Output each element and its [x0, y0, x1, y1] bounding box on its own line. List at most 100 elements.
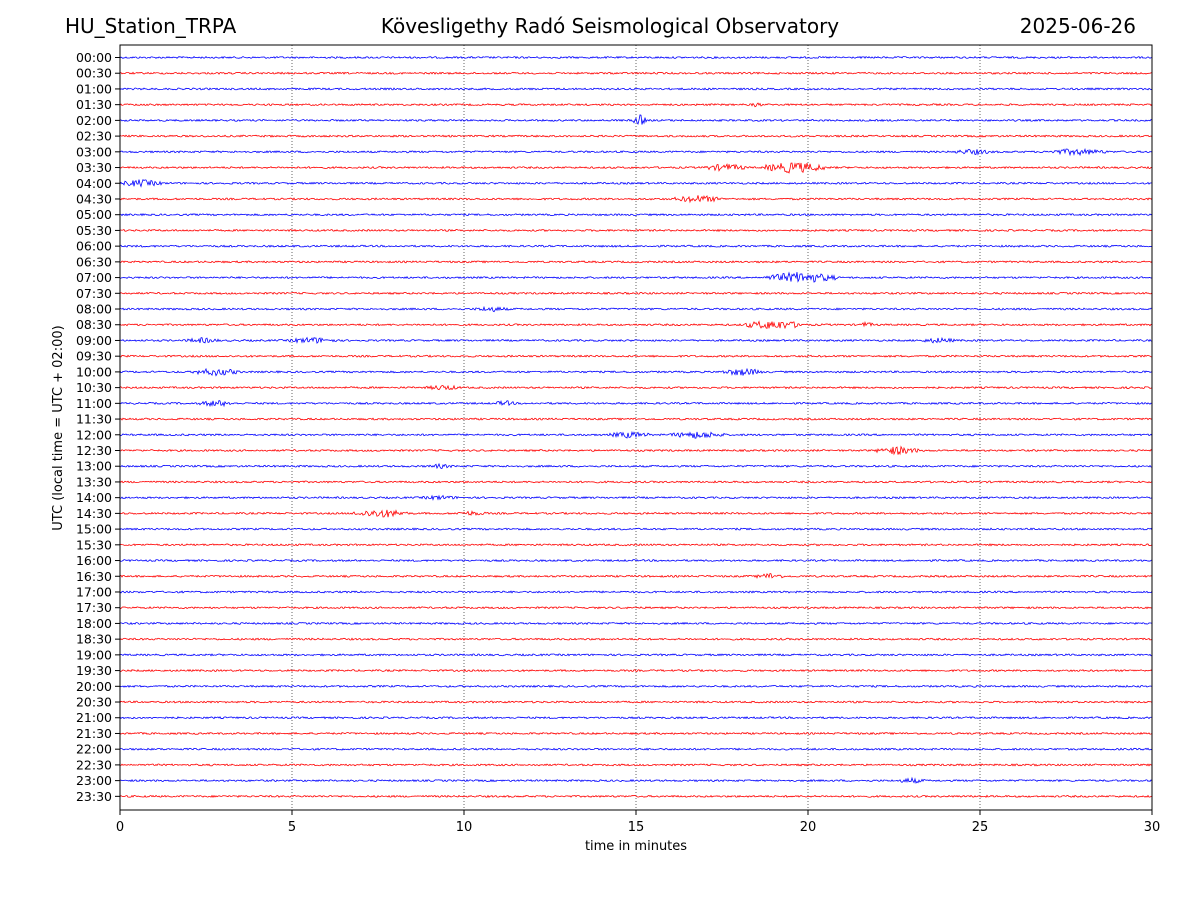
y-tick-label: 11:00 — [76, 396, 112, 411]
grid-lines — [291, 45, 981, 810]
trace-20:30 — [119, 700, 1153, 704]
y-tick-label: 02:00 — [76, 113, 112, 128]
trace-15:30 — [119, 543, 1153, 547]
y-tick-label: 09:30 — [76, 349, 112, 364]
y-tick-label: 07:00 — [76, 270, 112, 285]
y-tick-label: 12:00 — [76, 427, 112, 442]
observatory-title: Kövesligethy Radó Seismological Observat… — [380, 14, 840, 38]
trace-14:30 — [119, 509, 1153, 518]
x-tick-label: 20 — [800, 820, 817, 835]
y-tick-label: 17:00 — [76, 584, 112, 599]
y-axis-label: UTC (local time = UTC + 02:00) — [51, 325, 66, 530]
trace-11:30 — [119, 417, 1153, 421]
y-tick-label: 16:00 — [76, 553, 112, 568]
x-tick-label: 15 — [628, 820, 645, 835]
y-tick-label: 21:30 — [76, 726, 112, 741]
trace-02:00 — [119, 114, 1153, 125]
trace-17:30 — [119, 606, 1153, 610]
y-tick-label: 01:00 — [76, 81, 112, 96]
y-tick-label: 00:30 — [76, 66, 112, 81]
trace-10:30 — [119, 384, 1153, 391]
y-tick-label: 10:30 — [76, 380, 112, 395]
trace-22:30 — [119, 763, 1153, 767]
trace-19:00 — [119, 653, 1153, 657]
x-tick-label: 10 — [456, 820, 473, 835]
y-tick-label: 05:30 — [76, 223, 112, 238]
y-tick-label: 20:00 — [76, 679, 112, 694]
y-tick-label: 20:30 — [76, 695, 112, 710]
y-tick-label: 06:00 — [76, 239, 112, 254]
trace-00:30 — [119, 71, 1153, 75]
trace-14:00 — [119, 494, 1153, 501]
y-tick-label: 23:30 — [76, 789, 112, 804]
trace-12:00 — [119, 430, 1153, 439]
trace-06:30 — [119, 260, 1153, 264]
y-tick-label: 19:30 — [76, 663, 112, 678]
y-tick-label: 06:30 — [76, 254, 112, 269]
trace-11:00 — [119, 400, 1153, 408]
y-tick-label: 13:30 — [76, 474, 112, 489]
trace-06:00 — [119, 244, 1153, 248]
trace-00:00 — [119, 55, 1153, 60]
y-tick-label: 12:30 — [76, 443, 112, 458]
y-tick-label: 04:30 — [76, 191, 112, 206]
trace-01:30 — [119, 102, 1153, 108]
trace-04:30 — [119, 195, 1153, 204]
trace-01:00 — [119, 87, 1153, 91]
trace-03:30 — [119, 162, 1153, 174]
trace-02:30 — [119, 134, 1153, 138]
trace-10:00 — [119, 367, 1153, 377]
trace-18:00 — [119, 621, 1153, 626]
y-tick-label: 03:30 — [76, 160, 112, 175]
y-tick-label: 15:00 — [76, 522, 112, 537]
trace-21:30 — [119, 731, 1153, 736]
trace-13:00 — [119, 462, 1153, 470]
trace-09:30 — [119, 354, 1153, 358]
y-tick-label: 02:30 — [76, 129, 112, 144]
y-tick-labels: 00:0000:3001:0001:3002:0002:3003:0003:30… — [76, 50, 120, 804]
trace-18:30 — [119, 637, 1153, 641]
trace-23:00 — [119, 776, 1153, 784]
y-tick-label: 09:00 — [76, 333, 112, 348]
seismic-traces — [119, 55, 1153, 798]
y-tick-label: 23:00 — [76, 773, 112, 788]
y-tick-label: 18:30 — [76, 632, 112, 647]
trace-03:00 — [119, 148, 1153, 157]
y-tick-label: 08:30 — [76, 317, 112, 332]
y-tick-label: 11:30 — [76, 412, 112, 427]
y-tick-label: 22:00 — [76, 742, 112, 757]
trace-21:00 — [119, 716, 1153, 720]
x-axis-label: time in minutes — [585, 839, 687, 854]
trace-12:30 — [119, 445, 1153, 456]
y-tick-label: 19:00 — [76, 647, 112, 662]
x-tick-label: 5 — [288, 820, 296, 835]
y-tick-label: 10:00 — [76, 364, 112, 379]
y-tick-label: 17:30 — [76, 600, 112, 615]
y-tick-label: 14:30 — [76, 506, 112, 521]
trace-16:00 — [119, 558, 1153, 563]
y-tick-label: 03:00 — [76, 144, 112, 159]
y-tick-label: 04:00 — [76, 176, 112, 191]
x-tick-label: 30 — [1144, 820, 1161, 835]
plot-date: 2025-06-26 — [1019, 14, 1136, 38]
trace-17:00 — [119, 590, 1153, 594]
y-tick-label: 01:30 — [76, 97, 112, 112]
trace-08:00 — [119, 305, 1153, 313]
trace-07:00 — [119, 271, 1153, 283]
trace-04:00 — [119, 178, 1153, 188]
trace-16:30 — [119, 572, 1153, 579]
trace-05:00 — [119, 213, 1153, 217]
trace-05:30 — [119, 228, 1153, 233]
trace-13:30 — [119, 480, 1153, 484]
y-tick-label: 05:00 — [76, 207, 112, 222]
trace-23:30 — [119, 794, 1153, 798]
y-tick-label: 22:30 — [76, 757, 112, 772]
y-tick-label: 13:00 — [76, 459, 112, 474]
y-tick-label: 15:30 — [76, 537, 112, 552]
y-tick-label: 16:30 — [76, 569, 112, 584]
y-tick-label: 08:00 — [76, 302, 112, 317]
y-tick-label: 07:30 — [76, 286, 112, 301]
y-tick-label: 18:00 — [76, 616, 112, 631]
trace-15:00 — [119, 527, 1153, 531]
